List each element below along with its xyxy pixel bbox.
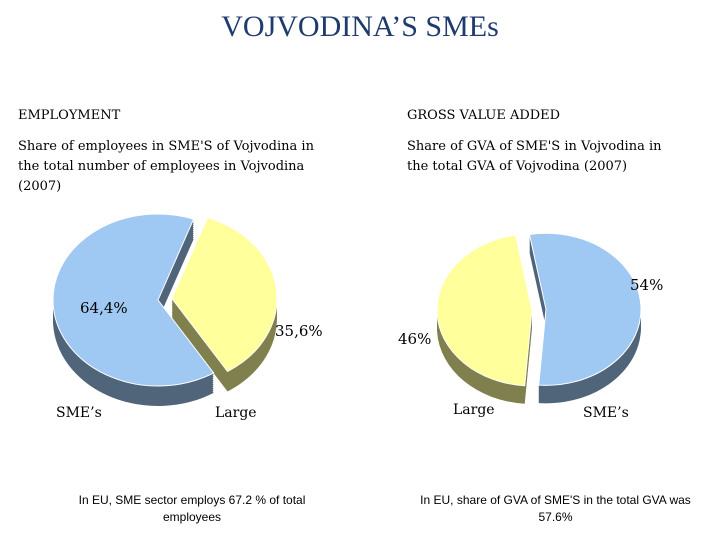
category-label: SME’s [583, 405, 629, 421]
data-label: 46% [398, 330, 431, 348]
chart-title: GROSS VALUE ADDED [407, 108, 561, 123]
category-label: Large [215, 405, 257, 421]
category-label: Large [453, 402, 495, 418]
chart-subtitle: Share of employees in SME'S of Vojvodina… [18, 139, 314, 194]
data-label: 54% [630, 276, 663, 294]
data-label: 64,4% [80, 299, 128, 317]
annotation: In EU, share of GVA of SME'S in the tota… [420, 493, 691, 524]
data-label: 35,6% [275, 322, 323, 340]
chart-subtitle: Share of GVA of SME'S in Vojvodina in th… [407, 139, 662, 174]
pie-slice [436, 234, 533, 387]
slide-title: VOJVODINA’S SMEs [221, 10, 499, 43]
category-label: SME’s [56, 405, 102, 421]
annotation: In EU, SME sector employs 67.2 % of tota… [78, 493, 306, 524]
chart-title: EMPLOYMENT [18, 108, 121, 123]
pie-slice [528, 232, 642, 386]
pie-slice [52, 213, 215, 387]
pie-slice [171, 217, 278, 373]
